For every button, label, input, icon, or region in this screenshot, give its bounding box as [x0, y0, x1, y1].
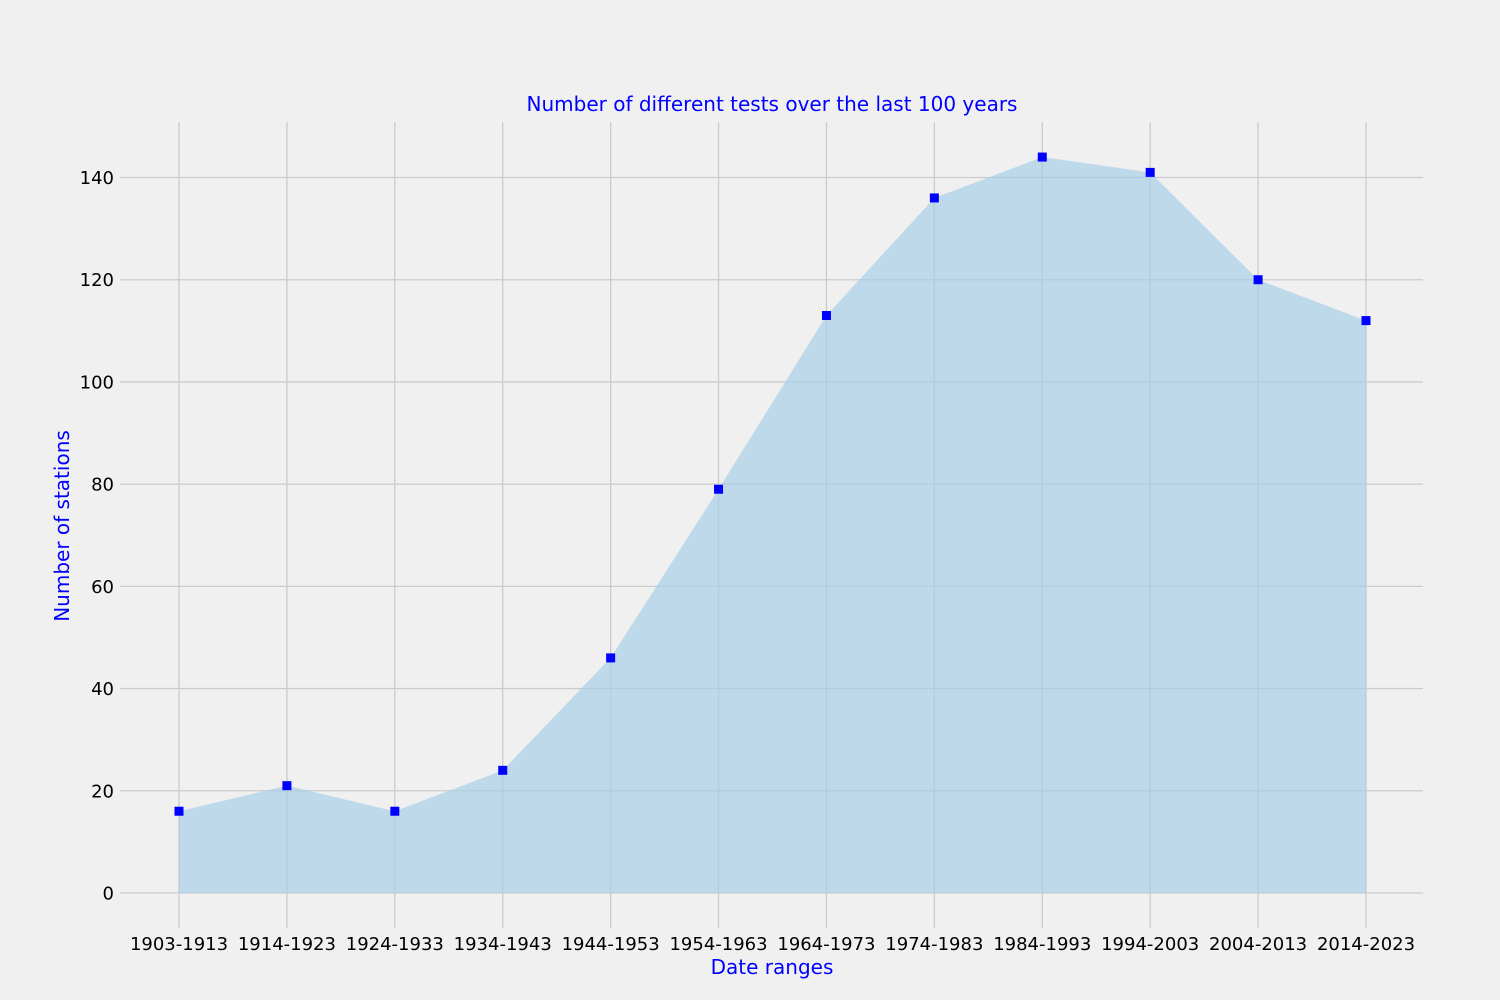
x-tick-label: 1974-1983	[885, 934, 983, 955]
chart-title: Number of different tests over the last …	[527, 92, 1018, 116]
x-tick-label: 1994-2003	[1101, 934, 1199, 955]
x-axis-label: Date ranges	[711, 955, 834, 979]
x-tick-label: 2004-2013	[1209, 934, 1307, 955]
data-point-marker	[714, 484, 724, 494]
y-tick-label: 0	[103, 884, 114, 905]
x-tick-label: 1944-1953	[562, 934, 660, 955]
y-tick-label: 40	[91, 679, 114, 700]
data-point-marker	[929, 193, 939, 203]
x-tick-label: 2014-2023	[1317, 934, 1415, 955]
y-axis-label: Number of stations	[50, 430, 74, 622]
x-tick-label: 1914-1923	[238, 934, 336, 955]
y-tick-label: 20	[91, 781, 114, 802]
data-point-marker	[821, 310, 831, 320]
data-point-marker	[498, 765, 508, 775]
data-point-marker	[1145, 167, 1155, 177]
y-tick-label: 80	[91, 475, 114, 496]
x-tick-label: 1954-1963	[669, 934, 767, 955]
data-point-marker	[606, 653, 616, 663]
x-tick-label: 1964-1973	[777, 934, 875, 955]
x-tick-label: 1924-1933	[346, 934, 444, 955]
y-tick-label: 60	[91, 577, 114, 598]
data-point-marker	[1253, 275, 1263, 285]
x-tick-label: 1984-1993	[993, 934, 1091, 955]
x-tick-label: 1903-1913	[130, 934, 228, 955]
data-point-marker	[1361, 316, 1371, 326]
data-point-marker	[282, 781, 292, 791]
data-point-marker	[1037, 152, 1047, 162]
area-series	[179, 157, 1366, 894]
data-markers	[174, 152, 1371, 816]
x-axis-ticks: 1903-1913 1914-1923 1924-1933 1934-1943 1944…	[130, 934, 1415, 955]
y-axis-ticks: 0 20 40 60 80 100 120 140	[80, 168, 114, 905]
data-point-marker	[174, 806, 184, 816]
area-fill	[179, 157, 1366, 894]
y-tick-label: 100	[80, 372, 114, 393]
y-tick-label: 140	[80, 168, 114, 189]
data-point-marker	[390, 806, 400, 816]
x-tick-label: 1934-1943	[454, 934, 552, 955]
y-tick-label: 120	[80, 270, 114, 291]
